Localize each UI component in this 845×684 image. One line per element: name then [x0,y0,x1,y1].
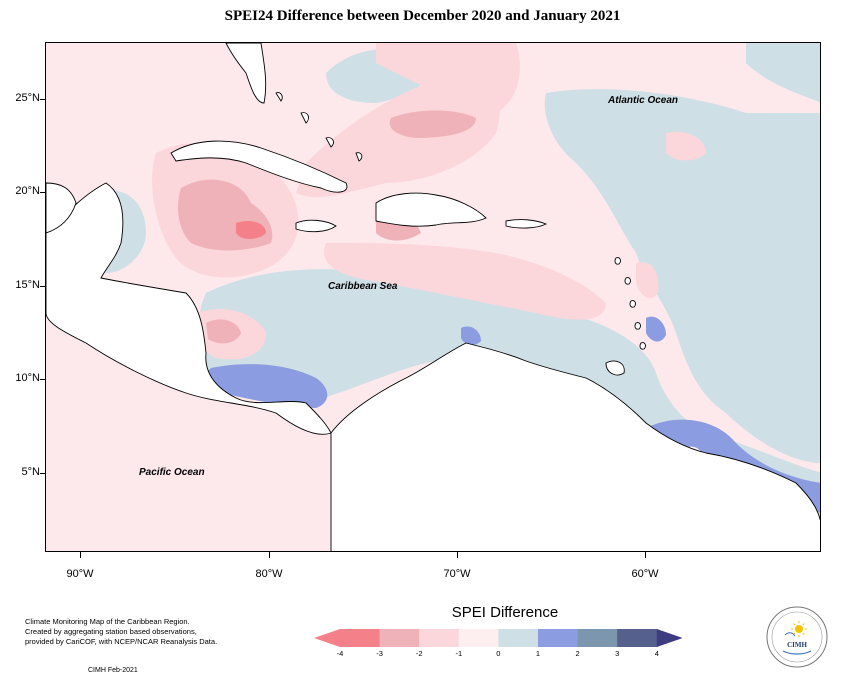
lat-tick-mark [40,192,45,193]
colorbar [314,629,682,647]
lat-tick-mark [40,99,45,100]
colorbar-cells [314,629,682,647]
anomaly-med-blue-panama [205,364,328,408]
colorbar-cell [577,629,618,647]
land-puerto-rico [505,219,548,229]
land-bahamas [275,92,363,162]
lat-tick-mark [40,379,45,380]
land-mexico [46,182,77,234]
credit-text: Climate Monitoring Map of the Caribbean … [25,617,235,647]
colorbar-cell [458,629,499,647]
colorbar-tick-label: 4 [654,649,659,658]
colorbar-tick-label: -2 [415,649,423,658]
colorbar-tick-label: -4 [336,649,344,658]
cimh-logo: CIMH [766,606,828,668]
lat-tick-mark [40,473,45,474]
anomaly-med-pink-bahamas [389,110,476,138]
colorbar-tick-label: 2 [575,649,580,658]
credit-line: Climate Monitoring Map of the Caribbean … [25,617,190,626]
legend-title: SPEI Difference [451,604,559,621]
land-lesser-antilles [614,257,646,350]
credit-line: provided by CariCOF, with NCEP/NCAR Rean… [25,637,218,646]
land-trinidad [605,360,625,376]
land-hispaniola [375,192,487,227]
anomaly-med-blue-isle [646,316,666,342]
lon-tick-mark [80,552,81,558]
map-frame[interactable]: Atlantic Ocean Caribbean Sea Pacific Oce… [45,42,821,552]
lat-tick-20: 20°N [15,185,40,197]
colorbar-tick-label: 1 [535,649,541,658]
lon-tick-80: 80°W [255,568,283,580]
colorbar-tick-label: -3 [376,649,383,658]
anomaly-pink-hispaniola [296,73,500,198]
lon-tick-mark [457,552,458,558]
lon-tick-mark [269,552,270,558]
anomaly-blue-east-mid [776,299,820,363]
colorbar-cell [379,629,420,647]
pacific-ocean-label: Pacific Ocean [139,467,205,478]
anomaly-blue-atlantic [544,89,820,463]
map-title: SPEI24 Difference between December 2020 … [224,8,621,24]
anomaly-pink-belt [324,243,606,320]
credit-line: Created by aggregating station based obs… [25,627,197,636]
sun-icon [791,621,807,637]
lat-tick-15: 15°N [15,279,40,291]
anomaly-med-blue-coast [461,326,481,345]
lon-tick-90: 90°W [66,568,94,580]
colorbar-tick-label: 0 [496,649,501,658]
lon-tick-70: 70°W [443,568,471,580]
colorbar-tick-label: -1 [455,649,463,658]
land-cuba [170,140,348,193]
map-canvas [46,43,820,551]
colorbar-over-arrow [656,629,682,647]
colorbar-cell [419,629,460,647]
lon-tick-mark [645,552,646,558]
anomaly-med-pink-nicaragua [206,319,241,344]
land [46,43,820,551]
logo-text: CIMH [787,641,807,649]
lat-tick-5: 5°N [21,466,40,478]
colorbar-cell [498,629,539,647]
colorbar-cell [538,629,579,647]
lon-tick-60: 60°W [631,568,659,580]
land-central-america [46,182,332,435]
anomaly-pink-ne [666,131,706,161]
anomaly-dark-pink-core [236,221,266,239]
anomaly-pink-lesser [636,262,659,299]
caribbean-sea-label: Caribbean Sea [328,281,398,292]
anomaly-pink-north [376,43,520,113]
atlantic-ocean-label: Atlantic Ocean [608,95,679,106]
land-south-america [330,342,820,551]
credit-short: CIMH Feb-2021 [88,667,138,674]
lat-tick-25: 25°N [15,92,40,104]
lat-tick-mark [40,286,45,287]
lat-tick-10: 10°N [15,372,40,384]
land-florida [225,43,267,104]
anomaly-blue-ne [746,43,820,103]
colorbar-tick-label: 3 [615,649,620,658]
land-jamaica [295,219,337,233]
colorbar-cell [617,629,658,647]
colorbar-under-arrow [314,629,340,647]
colorbar-cell [340,629,381,647]
anomaly-blue-caribbean [198,269,820,551]
